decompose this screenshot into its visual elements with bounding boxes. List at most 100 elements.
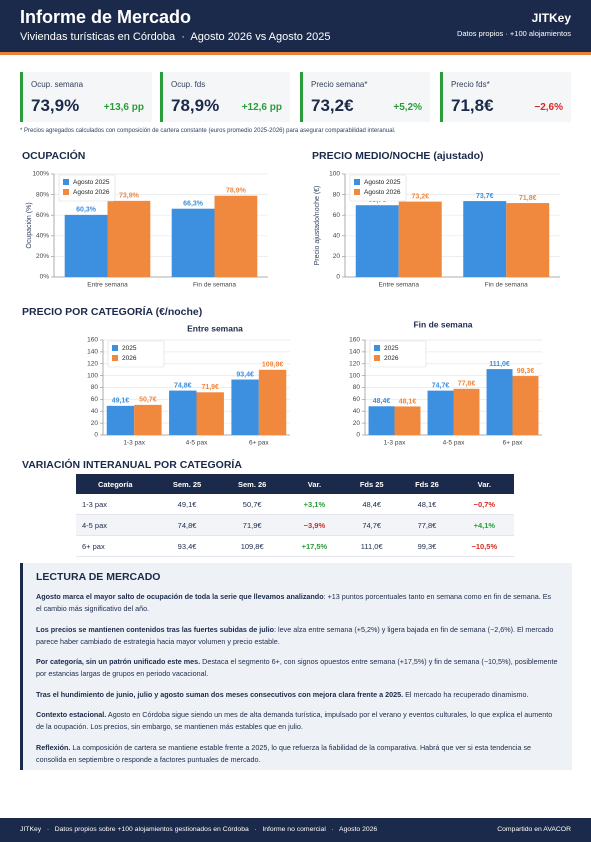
footer-left: JITKey · Datos propios sobre +100 alojam…: [20, 826, 378, 833]
reading-paragraph: Tras el hundimiento de junio, julio y ag…: [36, 689, 558, 701]
y-tick-label: 0: [336, 274, 340, 281]
chart: Fin de semana 0 20 40 60 80 100 120 140 160 1-3 pa…: [349, 319, 542, 447]
reading-paragraph: Contexto estacional. Agosto en Córdoba s…: [36, 709, 558, 733]
y-tick-label: 60: [91, 396, 99, 403]
y-tick-label: 0: [94, 432, 98, 439]
y-tick-label: 0%: [40, 274, 50, 281]
kpi-card: Precio semana* 73,2€ +5,2%: [300, 72, 430, 122]
table-cell: 48,4€: [344, 494, 400, 515]
table-cell: 49,1€: [154, 494, 220, 515]
paragraph-text: La composición de cartera se mantiene es…: [36, 742, 532, 764]
kpi-change: +5,2%: [393, 102, 422, 113]
y-tick-label: 100: [349, 372, 360, 379]
bar: [453, 388, 480, 435]
kpi-change: +12,6 pp: [241, 102, 282, 113]
table-cell: 74,8€: [154, 514, 220, 536]
table-header-cell: Sem. 25: [154, 474, 220, 494]
chart-title: PRECIO MEDIO/NOCHE (ajustado): [312, 150, 484, 162]
chart-title: Entre semana: [187, 323, 243, 333]
table-cell: +4,1%: [454, 514, 514, 536]
bar: [355, 205, 399, 277]
y-tick-label: 20%: [36, 253, 49, 260]
footer-right: Compartido en AVACOR: [497, 826, 571, 833]
legend-label: Agosto 2025: [364, 179, 401, 186]
table-cell: 1-3 pax: [76, 494, 155, 515]
value-label: 99,3€: [517, 368, 535, 375]
bar: [368, 406, 395, 435]
value-label: 78,9%: [226, 188, 247, 195]
legend-swatch: [354, 179, 360, 185]
y-tick-label: 80%: [36, 191, 49, 198]
table-cell: 74,7€: [344, 514, 400, 536]
x-tick-label: 4-5 pax: [186, 440, 208, 447]
kpi-label: Ocup. semana: [31, 80, 84, 89]
paragraph-lead: Tras el hundimiento de junio, julio y ag…: [36, 689, 404, 699]
footer: JITKey · Datos propios sobre +100 alojam…: [0, 818, 591, 842]
value-label: 73,2€: [411, 193, 429, 200]
legend-box: [369, 340, 427, 368]
legend-label: Agosto 2026: [73, 189, 110, 196]
bar: [106, 405, 135, 435]
x-tick-label: 6+ pax: [249, 440, 269, 447]
bar: [169, 390, 197, 435]
section-title: PRECIO POR CATEGORÍA (€/noche): [22, 306, 203, 318]
value-label: 74,8€: [174, 382, 192, 389]
y-tick-label: 160: [349, 337, 360, 344]
paragraph-lead: Reflexión.: [36, 742, 71, 752]
table-cell: +3,1%: [284, 494, 345, 515]
table-row: 6+ pax 93,4€ 109,8€ +17,5% 111,0€ 99,3€ −10,5%: [76, 535, 514, 557]
yoy-table: Categoría Sem. 25 Sem. 26 Var. Fds 25 Fds 26 V…: [76, 474, 514, 557]
table-cell: 50,7€: [219, 494, 285, 515]
table-header-cell: Sem. 26: [219, 474, 285, 494]
table-cell: 109,8€: [219, 535, 285, 557]
y-tick-label: 80: [91, 384, 99, 391]
bar: [231, 379, 259, 435]
y-tick-label: 20: [91, 420, 99, 427]
legend-box: [349, 174, 407, 202]
kpi-value: 73,9%: [31, 96, 80, 115]
bar: [512, 376, 539, 435]
y-tick-label: 60%: [36, 212, 49, 219]
table-header-cell: Var.: [454, 474, 514, 494]
kpi-value: 73,2€: [311, 96, 354, 115]
legend-swatch: [63, 189, 69, 195]
table-cell: −3,9%: [284, 514, 345, 536]
table-cell: −10,5%: [454, 535, 514, 557]
table-row: 1-3 pax 49,1€ 50,7€ +3,1% 48,4€ 48,1€ −0,7%: [76, 494, 514, 515]
y-tick-label: 40: [353, 408, 361, 415]
legend-swatch: [354, 189, 360, 195]
legend-swatch: [374, 345, 380, 351]
y-tick-label: 60: [333, 212, 341, 219]
kpi-card: Ocup. semana 73,9% +13,6 pp: [20, 72, 152, 122]
chart: PRECIO MEDIO/NOCHE (ajustado) Precio ajus…: [312, 150, 560, 289]
reading-paragraph: Por categoría, sin un patrón unificado e…: [36, 656, 558, 680]
value-label: 109,8€: [262, 362, 284, 369]
x-tick-label: Entre semana: [87, 282, 128, 289]
bar: [394, 406, 421, 435]
kpi-change: +13,6 pp: [103, 102, 144, 113]
bar: [64, 214, 108, 277]
paragraph-text: El mercado ha recuperado dinamismo.: [403, 689, 529, 699]
legend-swatch: [63, 179, 69, 185]
chart: Entre semana 0 20 40 60 80 100 120 140 160 1-3 pax…: [87, 323, 290, 447]
x-tick-label: 1-3 pax: [384, 440, 406, 447]
bar: [214, 195, 258, 277]
legend-label: 2025: [122, 345, 137, 352]
value-label: 49,1€: [112, 398, 130, 405]
value-label: 73,9%: [119, 193, 140, 200]
y-tick-label: 40: [333, 233, 341, 240]
bar: [171, 208, 215, 277]
y-axis-label: Precio ajustado/noche (€): [314, 186, 321, 266]
bar: [107, 200, 151, 277]
legend-swatch: [374, 355, 380, 361]
y-tick-label: 140: [349, 349, 360, 356]
table-header-cell: Fds 26: [399, 474, 455, 494]
x-tick-label: 6+ pax: [503, 440, 523, 447]
value-label: 111,0€: [489, 361, 510, 368]
kpi-label: Precio semana*: [311, 80, 368, 89]
y-tick-label: 100: [329, 171, 340, 178]
reading-body: Agosto marca el mayor salto de ocupación…: [36, 591, 558, 766]
value-label: 48,4€: [373, 398, 391, 405]
value-label: 74,7€: [432, 382, 450, 389]
value-label: 48,1€: [399, 398, 417, 405]
